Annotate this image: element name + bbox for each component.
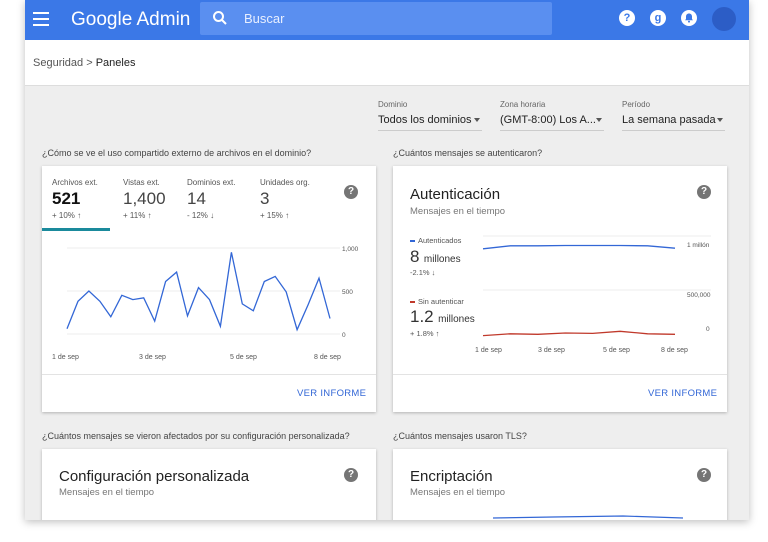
tab-change: + 10% ↑ <box>52 211 82 220</box>
authenticated-value: 8 millones <box>410 247 461 266</box>
question-sharing: ¿Cómo se ve el uso compartido externo de… <box>42 148 312 158</box>
x-tick-label: 5 de sep <box>603 347 630 354</box>
tab-change: - 12% ↓ <box>187 211 215 220</box>
breadcrumb: Seguridad > Paneles <box>33 57 135 69</box>
apps-icon[interactable]: g <box>650 10 666 26</box>
breadcrumb-parent[interactable]: Seguridad <box>33 57 84 69</box>
filter-timezone-value[interactable]: (GMT-8:00) Los A... <box>500 114 596 126</box>
unauthenticated-change: + 1.8% ↑ <box>410 329 440 338</box>
y-tick-label: 1,000 <box>342 246 359 253</box>
filter-period[interactable]: Período La semana pasada <box>622 100 725 131</box>
chevron-down-icon <box>596 118 602 122</box>
view-report-button[interactable]: VER INFORME <box>297 388 367 399</box>
series-line <box>66 252 331 332</box>
y-tick-label: 500,000 <box>687 292 711 299</box>
tab-change: + 15% ↑ <box>260 211 290 220</box>
x-tick-label: 8 de sep <box>661 347 688 354</box>
series-line <box>492 515 684 519</box>
chevron-down-icon <box>717 118 723 122</box>
tab-value: 521 <box>52 189 81 208</box>
card-title: Autenticación <box>410 186 501 203</box>
x-tick-label: 3 de sep <box>139 354 166 361</box>
question-custom: ¿Cuántos mensajes se vieron afectados po… <box>42 431 350 441</box>
legend-swatch <box>410 301 415 304</box>
search-icon <box>213 11 227 25</box>
search-input[interactable]: Buscar <box>244 11 285 26</box>
tab-change: + 11% ↑ <box>123 211 152 220</box>
breadcrumb-bar: Seguridad > Paneles <box>25 40 749 86</box>
tab-value: 1,400 <box>123 189 166 208</box>
chevron-down-icon <box>474 118 480 122</box>
tab-unidades-org[interactable]: Unidades org. 3 + 15% ↑ <box>260 178 310 220</box>
auth-line-chart: 1 millón 500,000 0 1 de sep 3 de sep 5 de sep… <box>475 235 711 354</box>
legend-authenticated: Autenticados <box>410 236 461 245</box>
x-tick-label: 1 de sep <box>52 354 79 361</box>
custom-config-card: Configuración personalizada Mensajes en … <box>42 449 376 520</box>
tab-dominios-ext[interactable]: Dominios ext. 14 - 12% ↓ <box>187 178 235 220</box>
tab-label: Vistas ext. <box>123 178 160 187</box>
series-line <box>482 244 676 250</box>
tab-value: 14 <box>187 189 206 208</box>
tab-value: 3 <box>260 189 270 208</box>
filter-timezone[interactable]: Zona horaria (GMT-8:00) Los A... <box>500 100 604 131</box>
sharing-card: Archivos ext. 521 + 10% ↑ Vistas ext. 1,… <box>42 166 376 412</box>
help-icon[interactable]: ? <box>697 468 711 482</box>
unauthenticated-value: 1.2 millones <box>410 307 475 326</box>
card-divider <box>393 374 727 375</box>
filter-period-label: Período <box>622 100 651 109</box>
legend-swatch <box>410 240 415 243</box>
menu-icon[interactable] <box>33 12 49 26</box>
auth-card: Autenticación Mensajes en el tiempo ? Au… <box>393 166 727 412</box>
help-icon[interactable]: ? <box>344 468 358 482</box>
help-icon[interactable]: ? <box>697 185 711 199</box>
avatar[interactable] <box>712 7 736 31</box>
breadcrumb-separator: > <box>86 57 93 69</box>
view-report-button[interactable]: VER INFORME <box>648 388 718 399</box>
notifications-icon[interactable] <box>681 10 697 26</box>
x-tick-label: 3 de sep <box>538 347 565 354</box>
top-app-bar: Google Admin Buscar ? g <box>25 0 749 40</box>
y-tick-label: 500 <box>342 289 353 296</box>
tab-vistas-ext[interactable]: Vistas ext. 1,400 + 11% ↑ <box>123 178 166 220</box>
x-tick-label: 5 de sep <box>230 354 257 361</box>
help-icon[interactable]: ? <box>344 185 358 199</box>
tab-label: Dominios ext. <box>187 178 236 187</box>
help-icon[interactable]: ? <box>619 10 635 26</box>
y-tick-label: 0 <box>706 326 710 333</box>
y-tick-label: 1 millón <box>687 242 710 249</box>
tab-label: Unidades org. <box>260 178 310 187</box>
filter-timezone-label: Zona horaria <box>500 100 546 109</box>
card-divider <box>42 374 376 375</box>
sharing-line-chart: 1,000 500 0 1 de sep 3 de sep 5 de sep 8 de se… <box>52 246 359 361</box>
filter-period-value[interactable]: La semana pasada <box>622 114 716 126</box>
filter-domain-value[interactable]: Todos los dominios <box>378 114 472 126</box>
app-title[interactable]: Google Admin <box>71 9 191 30</box>
series-line <box>482 330 676 337</box>
filter-domain[interactable]: Dominio Todos los dominios <box>378 100 482 131</box>
search-box[interactable]: Buscar <box>200 2 552 35</box>
card-subtitle: Mensajes en el tiempo <box>410 487 506 498</box>
tab-archivos-ext[interactable]: Archivos ext. 521 + 10% ↑ <box>52 178 98 220</box>
authenticated-change: -2.1% ↓ <box>410 268 436 277</box>
card-title: Configuración personalizada <box>59 468 250 485</box>
tls-card: Encriptación Mensajes en el tiempo ? <box>393 449 727 520</box>
card-subtitle: Mensajes en el tiempo <box>410 206 506 217</box>
legend-unauthenticated: Sin autenticar <box>410 297 464 306</box>
tab-label: Archivos ext. <box>52 178 98 187</box>
tls-line-chart-preview <box>492 515 684 519</box>
y-tick-label: 0 <box>342 332 346 339</box>
filter-domain-label: Dominio <box>378 100 408 109</box>
breadcrumb-current: Paneles <box>95 57 136 69</box>
x-tick-label: 8 de sep <box>314 354 341 361</box>
admin-window: Google Admin Buscar ? g Seguridad > Pane… <box>25 0 749 520</box>
card-title: Encriptación <box>410 468 493 485</box>
question-auth: ¿Cuántos mensajes se autenticaron? <box>393 148 543 158</box>
x-tick-label: 1 de sep <box>475 347 502 354</box>
question-tls: ¿Cuántos mensajes usaron TLS? <box>393 431 527 441</box>
card-subtitle: Mensajes en el tiempo <box>59 487 155 498</box>
active-tab-indicator <box>42 228 110 231</box>
